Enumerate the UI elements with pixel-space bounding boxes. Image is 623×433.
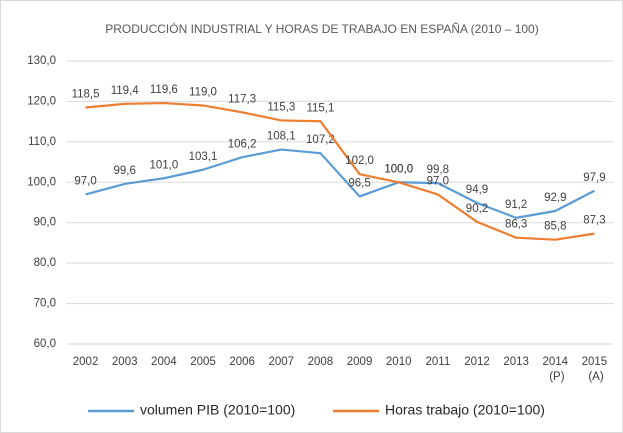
data-label: 97,0 (74, 175, 96, 187)
data-label: 100,0 (384, 163, 413, 175)
series-line (85, 101, 595, 241)
data-label: 107,2 (306, 134, 335, 146)
x-tick-label: 2004 (151, 356, 177, 368)
data-label: 97,9 (583, 172, 605, 184)
y-tick-label: 110,0 (28, 136, 56, 148)
y-tick-label: 70,0 (34, 298, 56, 310)
y-tick-label: 100,0 (27, 176, 56, 188)
chart-title: PRODUCCIÓN INDUSTRIAL Y HORAS DE TRABAJO… (105, 21, 538, 36)
data-label: 99,6 (114, 165, 136, 177)
x-tick-label: 2015 (A) (582, 356, 608, 383)
data-label: 94,9 (466, 184, 488, 196)
data-label: 85,8 (544, 221, 566, 233)
data-label: 100,0 (384, 163, 413, 175)
y-tick-label: 120,0 (27, 95, 56, 107)
legend-label: Horas trabajo (2010=100) (385, 402, 545, 418)
data-label: 106,2 (228, 138, 257, 150)
x-tick-label: 2009 (347, 356, 373, 368)
data-label: 91,2 (505, 199, 527, 211)
x-tick-label: 2007 (268, 356, 294, 368)
data-label: 108,1 (267, 131, 296, 143)
x-tick-label: 2003 (112, 356, 138, 368)
y-tick-label: 80,0 (34, 257, 56, 269)
data-label: 117,3 (228, 93, 256, 105)
series-line (85, 148, 595, 219)
x-tick-label: 2010 (386, 356, 412, 368)
y-tick-label: 130,0 (27, 55, 56, 67)
x-tick-label: 2005 (190, 356, 216, 368)
legend-label: volumen PIB (2010=100) (140, 402, 295, 418)
data-label: 97,0 (427, 175, 449, 187)
y-tick-label: 60,0 (34, 338, 56, 350)
data-label: 115,3 (267, 101, 295, 113)
data-label: 86,3 (505, 219, 527, 231)
data-label: 119,6 (150, 84, 178, 96)
data-label: 119,4 (111, 85, 140, 97)
data-label: 92,9 (544, 192, 566, 204)
x-tick-label: 2002 (73, 356, 99, 368)
data-label: 99,8 (427, 164, 449, 176)
data-label: 102,0 (345, 155, 374, 167)
data-label: 87,3 (583, 215, 605, 227)
x-tick-label: 2008 (308, 356, 334, 368)
x-tick-label: 2006 (229, 356, 255, 368)
x-tick-label: 2011 (425, 356, 450, 368)
data-label: 119,0 (189, 87, 217, 99)
data-label: 101,0 (149, 159, 178, 171)
data-label: 90,2 (466, 203, 488, 215)
data-label: 115,1 (306, 102, 334, 114)
x-tick-label: 2012 (464, 356, 490, 368)
x-tick-label: 2013 (503, 356, 529, 368)
y-tick-label: 90,0 (34, 217, 56, 229)
data-label: 103,1 (189, 151, 218, 163)
data-label: 118,5 (72, 89, 100, 101)
x-tick-label: 2014 (P) (542, 356, 568, 383)
data-label: 96,5 (348, 177, 370, 189)
